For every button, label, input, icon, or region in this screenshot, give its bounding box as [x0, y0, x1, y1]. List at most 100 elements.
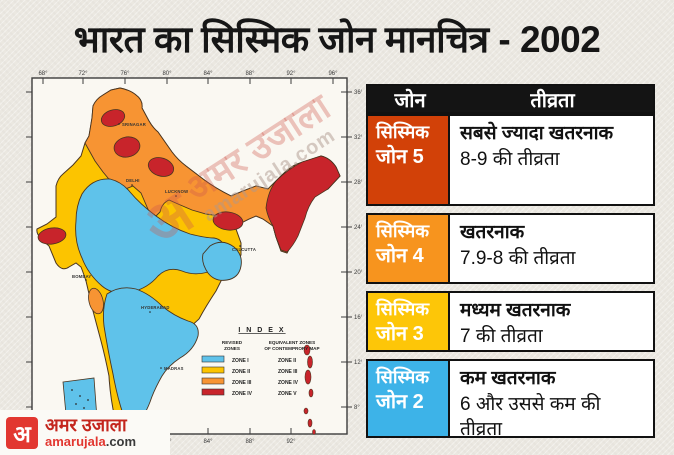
table-header-row: जोन तीव्रता [366, 84, 655, 114]
lon-label: 84° [203, 71, 213, 77]
lat-label: 16° [354, 315, 362, 321]
srinagar-red-blob [100, 109, 126, 127]
andaman-nicobar-zone5-red [303, 344, 316, 435]
east-india-zone2-blue [202, 241, 242, 281]
zone-desc-title: कम खतरनाक [460, 368, 556, 389]
legend-equivalent-label: ZONE IV [278, 380, 299, 386]
zone-label-line1: सिस्मिक [376, 221, 430, 241]
nicobar-island [312, 429, 316, 435]
lat-label: 8° [354, 405, 360, 411]
legend-title: I N D E X [238, 327, 285, 334]
kutch-red-blob [37, 227, 67, 245]
city-label: HYDERABAD [141, 305, 170, 310]
table-row-zone4: सिस्मिक जोन 4 खतरनाक 7.9-8 की तीव्रता [366, 213, 655, 284]
domain-name: amarujala [45, 434, 106, 450]
zone5-label-cell: सिस्मिक जोन 5 [368, 116, 450, 204]
lon-label: 96° [328, 71, 338, 77]
city-label: LUCKNOW [165, 189, 188, 194]
lon-label: 84° [203, 439, 213, 445]
bihar-nepal-red-blob [212, 211, 244, 231]
domain-tld: .com [105, 434, 137, 450]
zone-label-line1: सिस्मिक [376, 122, 430, 142]
lat-label: 28° [354, 180, 362, 186]
lon-label: 88° [245, 71, 255, 77]
zone2-label-cell: सिस्मिक जोन 2 [368, 361, 450, 436]
zone4-label-cell: सिस्मिक जोन 4 [368, 215, 450, 282]
header-zone: जोन [394, 89, 426, 112]
city-label: BOMBAY [72, 274, 91, 279]
legend-swatch-zone1 [201, 355, 225, 363]
map-svg: 68° 72° 76° 80° 84° 88° 92° 96° 76° 80° … [26, 71, 362, 445]
uttarakhand-red-blob [147, 157, 175, 177]
lon-label: 80° [162, 71, 172, 77]
andaman-island [303, 344, 311, 356]
zone-desc-detail: 8-9 की तीव्रता [460, 148, 560, 170]
zone5-desc-cell: सबसे ज्यादा खतरनाक 8-9 की तीव्रता [450, 116, 653, 204]
legend-revised-label: ZONE III [232, 380, 252, 386]
lon-label: 68° [38, 71, 48, 77]
andaman-island [308, 388, 314, 398]
legend-col1-header: REVISED [222, 340, 243, 345]
nicobar-island [307, 418, 313, 428]
lat-label: 32° [354, 135, 362, 141]
table-row-zone2: सिस्मिक जोन 2 कम खतरनाक 6 और उससे कम की … [366, 359, 655, 440]
zone-label-line2: जोन 3 [376, 323, 424, 346]
page-title: भारत का सिस्मिक जोन मानचित्र - 2002 [73, 19, 601, 60]
zone3-desc-cell: मध्यम खतरनाक 7 की तीव्रता [450, 293, 653, 350]
amarujala-logo-mark: अ [6, 416, 38, 449]
header-intensity: तीव्रता [530, 89, 575, 112]
zone-label-line1: सिस्मिक [376, 367, 430, 387]
lat-label: 36° [354, 90, 362, 96]
northeast-red-region [265, 155, 341, 253]
lon-label: 92° [286, 439, 296, 445]
zone-desc-title: सबसे ज्यादा खतरनाक [460, 123, 614, 144]
legend-col1-header: ZONES [224, 346, 240, 351]
legend-col2-header: OF CONTEMPRORY MAP [264, 346, 319, 351]
city-label: MADRAS [164, 366, 184, 371]
nicobar-island [303, 407, 309, 415]
zone-label-line1: सिस्मिक [376, 299, 430, 319]
zone5-red-areas [37, 109, 341, 253]
andaman-island [307, 355, 313, 369]
lon-label: 76° [120, 71, 130, 77]
legend-revised-label: ZONE IV [232, 391, 253, 397]
lat-label: 24° [354, 225, 362, 231]
legend-revised-label: ZONE I [232, 358, 249, 364]
zone-desc-detail: 7.9-8 की तीव्रता [460, 247, 576, 269]
seismic-zone-table: जोन तीव्रता सिस्मिक जोन 5 सबसे ज्यादा खत… [366, 84, 655, 440]
city-label: CALCUTTA [232, 247, 256, 252]
table-row-zone5: सिस्मिक जोन 5 सबसे ज्यादा खतरनाक 8-9 की … [366, 114, 655, 206]
zone-label-line2: जोन 5 [376, 146, 424, 169]
zone3-label-cell: सिस्मिक जोन 3 [368, 293, 450, 350]
legend-col2-header: EQUIVALENT ZONES [269, 340, 315, 345]
legend-swatch-zone3 [201, 377, 225, 385]
lon-label: 72° [78, 71, 88, 77]
amarujala-brand-name: अमर उजाला [45, 415, 127, 436]
zone-desc-title: मध्यम खतरनाक [460, 300, 571, 321]
zone-desc-detail: 7 की तीव्रता [460, 325, 543, 347]
lon-label: 92° [286, 71, 296, 77]
andaman-island [304, 369, 312, 385]
zone-desc-detail: 6 और उससे कम की तीव्रता [460, 393, 601, 441]
city-label: DELHI [126, 178, 140, 183]
zone2-desc-cell: कम खतरनाक 6 और उससे कम की तीव्रता [450, 361, 653, 440]
india-seismic-map: 68° 72° 76° 80° 84° 88° 92° 96° 76° 80° … [10, 66, 362, 455]
legend-revised-label: ZONE II [232, 369, 251, 375]
zone-label-line2: जोन 4 [376, 245, 424, 268]
zone-label-line2: जोन 2 [376, 391, 424, 414]
lon-label: 88° [245, 439, 255, 445]
zone-desc-title: खतरनाक [460, 222, 525, 243]
legend-equivalent-label: ZONE V [278, 391, 297, 397]
map-city-labels: SRINAGAR DELHI LUCKNOW CALCUTTA BOMBAY H… [72, 122, 256, 371]
himachal-red-blob [113, 136, 141, 158]
lat-label: 20° [354, 270, 362, 276]
amarujala-domain: amarujala.com [45, 435, 136, 449]
legend-equivalent-label: ZONE III [278, 369, 298, 375]
zone4-desc-cell: खतरनाक 7.9-8 की तीव्रता [450, 215, 653, 282]
legend-swatch-zone2 [201, 366, 225, 374]
city-label: SRINAGAR [122, 122, 146, 127]
table-row-zone3: सिस्मिक जोन 3 मध्यम खतरनाक 7 की तीव्रता [366, 291, 655, 352]
legend-swatch-zone4 [201, 388, 225, 396]
amarujala-logo: अ अमर उजाला amarujala.com [0, 410, 170, 455]
